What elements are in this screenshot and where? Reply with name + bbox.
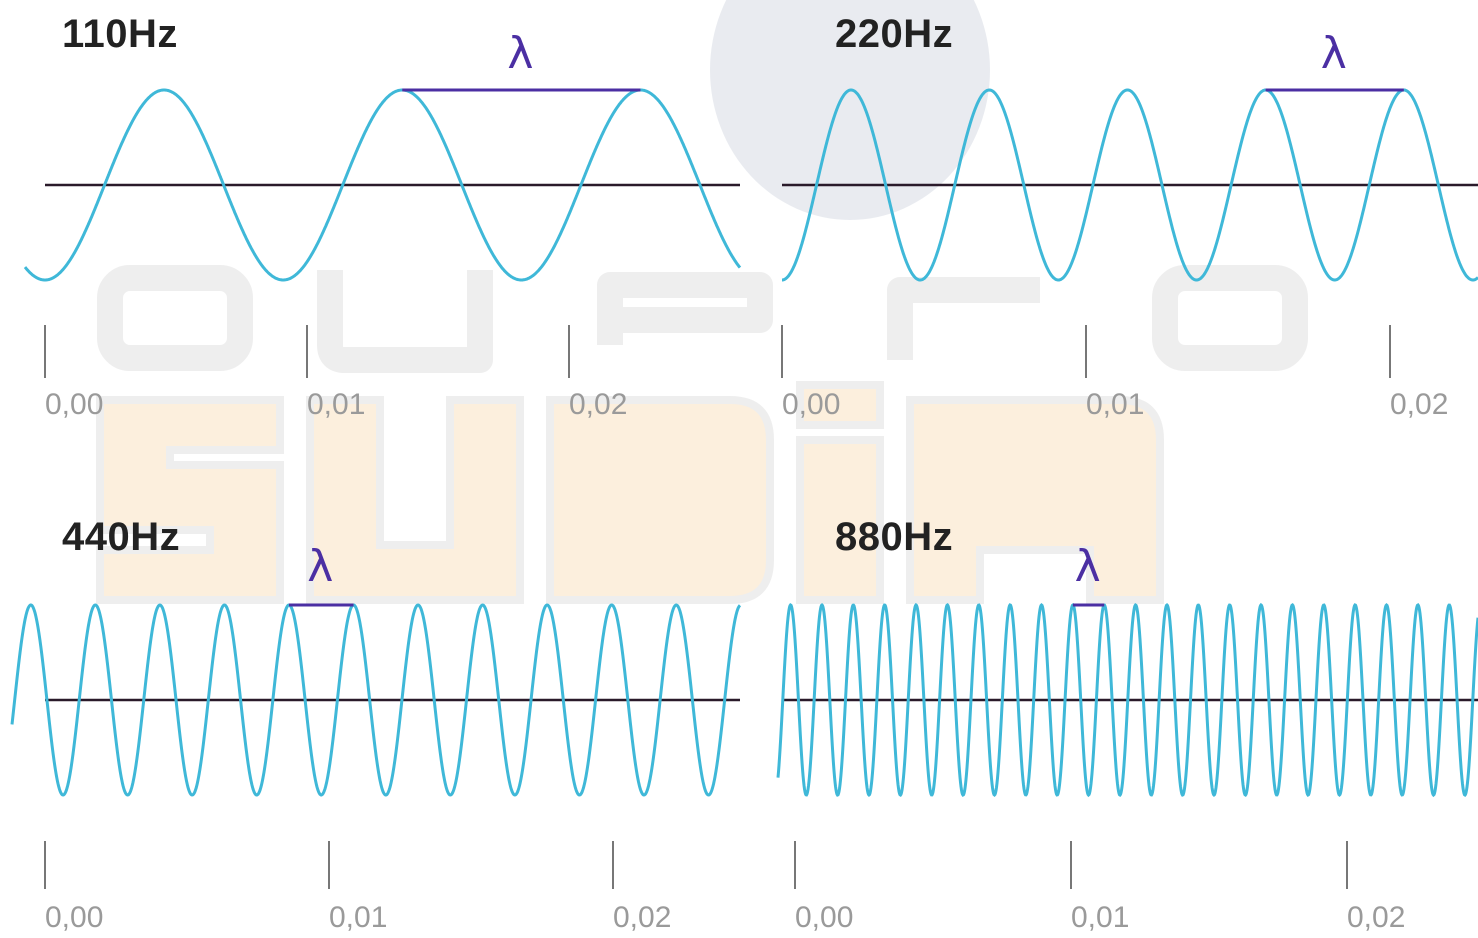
sine-wave (776, 602, 1478, 798)
lambda-label: λ (307, 541, 334, 592)
frequency-label: 110Hz (62, 12, 178, 56)
tick-label: 0,01 (1086, 388, 1145, 421)
panel-220hz: 220Hz λ 0,00 0,01 0,02 (745, 0, 1478, 469)
tick-label: 0,00 (795, 901, 854, 934)
watermark-top-word (97, 265, 1308, 373)
frequency-label: 440Hz (62, 515, 181, 559)
lambda-label: λ (1320, 28, 1347, 79)
frequency-label: 880Hz (835, 515, 954, 559)
lambda-label: λ (1074, 541, 1101, 592)
waveform-plot (776, 602, 1478, 889)
lambda-label: λ (507, 28, 534, 79)
tick-label: 0,01 (1071, 901, 1130, 934)
panel-880hz: 880Hz λ 0,00 0,01 0,02 (745, 469, 1478, 938)
watermark-globe (710, 0, 990, 220)
tick-label: 0,02 (1347, 901, 1406, 934)
sine-wave (10, 603, 742, 797)
waveform-plot (10, 603, 742, 889)
tick-label: 0,00 (782, 388, 841, 421)
sine-wave (23, 88, 742, 282)
waveform-plot (781, 88, 1478, 378)
tick-label: 0,02 (1390, 388, 1449, 421)
tick-label: 0,02 (613, 901, 672, 934)
tick-label: 0,01 (329, 901, 388, 934)
panel-440hz: 440Hz λ 0,00 0,01 0,02 (0, 469, 745, 938)
frequency-label: 220Hz (835, 12, 954, 56)
tick-label: 0,00 (45, 388, 104, 421)
tick-label: 0,00 (45, 901, 104, 934)
tick-label: 0,02 (569, 388, 628, 421)
waveform-plot (23, 88, 742, 378)
sine-wave (782, 88, 1478, 282)
watermark-main-word (96, 381, 1164, 604)
tick-label: 0,01 (307, 388, 366, 421)
panel-110hz: 110Hz λ 0,00 0,01 0,02 (0, 0, 745, 469)
